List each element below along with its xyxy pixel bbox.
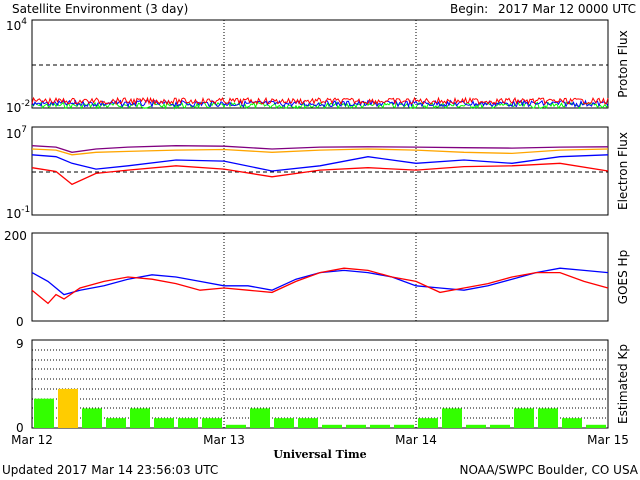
electron-series-1 <box>31 148 609 156</box>
credit-text: NOAA/SWPC Boulder, CO USA <box>460 463 639 477</box>
kp-ytick-bottom: 0 <box>16 421 24 435</box>
hp-series-0 <box>31 267 609 296</box>
updated-text: Updated 2017 Mar 14 23:56:03 UTC <box>2 463 218 477</box>
kp-bar <box>202 418 222 428</box>
kp-bar <box>346 424 366 428</box>
kp-bar <box>154 418 174 428</box>
kp-bar <box>226 424 246 428</box>
kp-panel: 9 0 Estimated Kp <box>16 337 630 435</box>
proton-ytick-top: 104 <box>6 17 27 33</box>
kp-ylabel: Estimated Kp <box>616 344 630 424</box>
hp-ytick-bottom: 0 <box>16 315 24 329</box>
kp-bar <box>562 418 582 428</box>
kp-bar <box>418 418 438 428</box>
kp-bar <box>250 408 270 428</box>
begin-value: 2017 Mar 12 0000 UTC <box>498 2 636 16</box>
kp-bar <box>106 418 126 428</box>
proton-series-0 <box>31 96 609 106</box>
proton-ylabel: Proton Flux <box>616 30 630 97</box>
kp-bar <box>514 408 534 428</box>
kp-bar <box>442 408 462 428</box>
kp-bar <box>586 424 606 428</box>
kp-bar <box>130 408 150 428</box>
kp-bar <box>394 424 414 428</box>
electron-series-2 <box>31 154 609 172</box>
xtick-3: Mar 15 <box>587 433 629 447</box>
hp-series-1 <box>31 267 609 305</box>
kp-bar <box>370 424 390 428</box>
proton-series-1 <box>31 99 609 109</box>
x-axis-label: Universal Time <box>273 448 366 461</box>
goes-hp-panel: 200 0 GOES Hp <box>4 229 630 329</box>
kp-ytick-top: 9 <box>16 337 24 351</box>
electron-series-0 <box>31 145 609 153</box>
kp-bar <box>466 424 486 428</box>
kp-bar <box>58 388 78 428</box>
xtick-1: Mar 13 <box>203 433 245 447</box>
electron-ylabel: Electron Flux <box>616 132 630 210</box>
electron-series-3 <box>31 162 609 186</box>
kp-bar <box>322 424 342 428</box>
hp-ylabel: GOES Hp <box>616 250 630 304</box>
kp-bar <box>490 424 510 428</box>
electron-ytick-top: 107 <box>6 125 27 141</box>
chart-title: Satellite Environment (3 day) <box>12 2 188 16</box>
xtick-0: Mar 12 <box>11 433 53 447</box>
kp-bar <box>538 408 558 428</box>
proton-ytick-bottom: 10-2 <box>6 99 30 115</box>
kp-bar <box>82 408 102 428</box>
kp-bar <box>34 398 54 428</box>
xtick-2: Mar 14 <box>395 433 437 447</box>
electron-ytick-bottom: 10-1 <box>6 205 30 221</box>
kp-bar <box>274 418 294 428</box>
kp-bar <box>178 418 198 428</box>
begin-label: Begin: <box>450 2 488 16</box>
hp-ytick-top: 200 <box>4 229 27 243</box>
proton-panel: 104 10-2 Proton Flux <box>6 17 630 115</box>
kp-bar <box>298 418 318 428</box>
